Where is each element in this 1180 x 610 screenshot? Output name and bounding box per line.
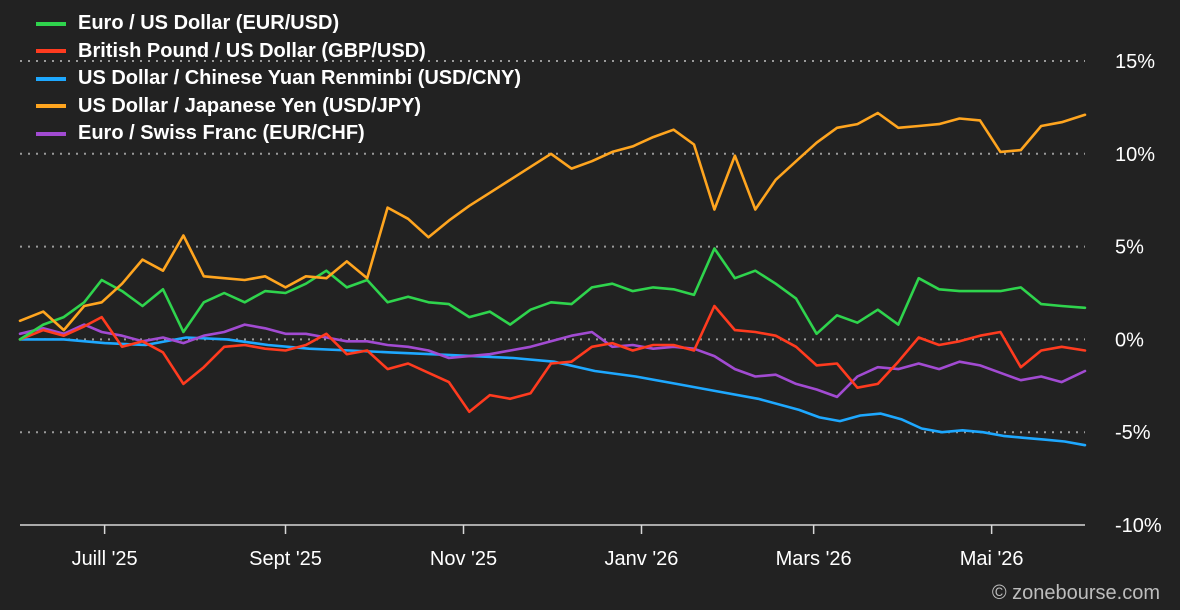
legend-label: US Dollar / Chinese Yuan Renminbi (USD/C… [78, 67, 522, 89]
x-tick-label: Nov '25 [430, 548, 497, 570]
series-line-1 [18, 247, 1087, 341]
legend-swatch [36, 131, 66, 136]
y-tick-label: 10% [1115, 144, 1155, 166]
x-tick-label: Mars '26 [776, 548, 852, 570]
gridlines [20, 60, 1085, 434]
y-tick-label: -5% [1115, 422, 1151, 444]
legend-item: US Dollar / Chinese Yuan Renminbi (USD/C… [36, 65, 521, 93]
legend-swatch [36, 104, 66, 109]
legend-item: US Dollar / Japanese Yen (USD/JPY) [36, 93, 521, 121]
y-tick-label: -10% [1115, 515, 1162, 537]
legend-swatch [36, 76, 66, 81]
x-tick-label: Sept '25 [249, 548, 322, 570]
y-tick-label: 5% [1115, 237, 1144, 259]
y-axis-labels: -10% -5% 0% 5% 10% 15% [1115, 51, 1162, 537]
series-line-3 [18, 336, 1087, 447]
x-tick-label: Janv '26 [605, 548, 679, 570]
legend-item: British Pound / US Dollar (GBP/USD) [36, 38, 521, 66]
series-line-4 [18, 111, 1087, 332]
y-tick-label: 15% [1115, 51, 1155, 73]
legend-swatch [36, 21, 66, 26]
legend-item: Euro / US Dollar (EUR/USD) [36, 10, 521, 38]
series-line-2 [18, 304, 1087, 414]
x-tick-label: Juill '25 [72, 548, 138, 570]
legend-label: British Pound / US Dollar (GBP/USD) [78, 39, 426, 62]
x-axis-labels: Juill '25 Sept '25 Nov '25 Janv '26 Mars '26… [72, 548, 1024, 570]
series-lines [18, 111, 1087, 447]
chart-legend: Euro / US Dollar (EUR/USD) British Pound … [36, 10, 521, 148]
x-tick-label: Mai '26 [960, 548, 1024, 570]
legend-item: Euro / Swiss Franc (EUR/CHF) [36, 120, 521, 148]
series-line-5 [18, 323, 1087, 399]
x-axis-ticks [103, 525, 993, 534]
copyright-notice: © zonebourse.com [991, 582, 1160, 604]
y-tick-label: 0% [1115, 329, 1144, 351]
legend-label: Euro / Swiss Franc (EUR/CHF) [78, 122, 365, 144]
legend-label: US Dollar / Japanese Yen (USD/JPY) [78, 94, 422, 117]
legend-label: Euro / US Dollar (EUR/USD) [78, 12, 340, 34]
legend-swatch [36, 49, 66, 54]
